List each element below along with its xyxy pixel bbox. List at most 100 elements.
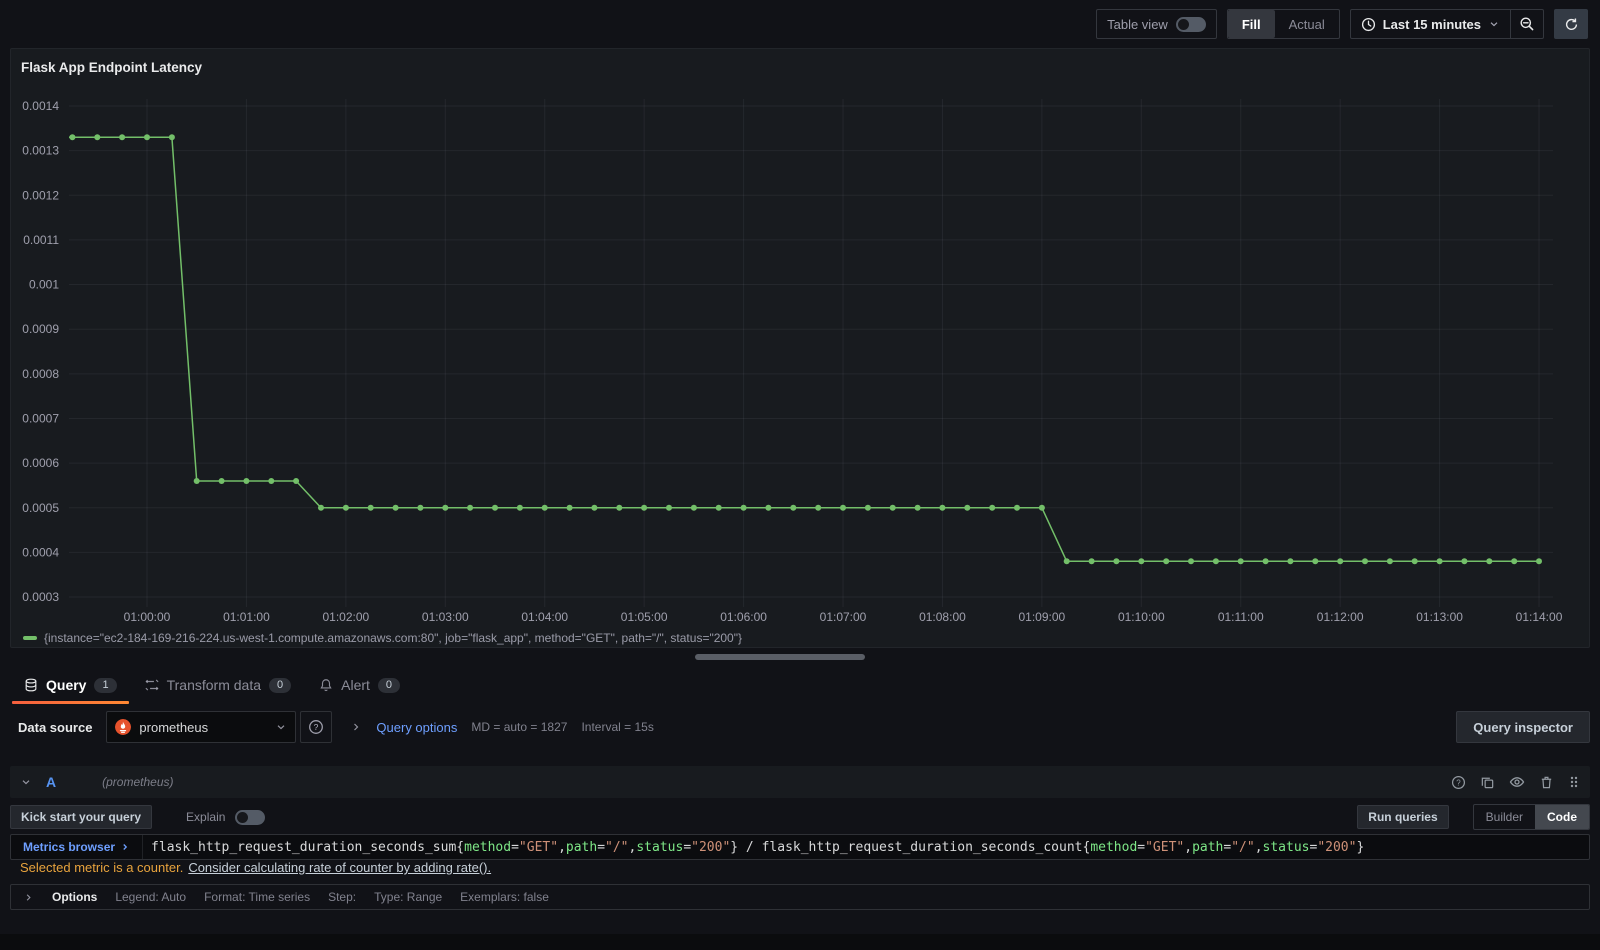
active-tab-underline bbox=[12, 701, 129, 704]
explain-group: Explain bbox=[186, 809, 266, 825]
svg-text:01:14:00: 01:14:00 bbox=[1516, 610, 1563, 624]
options-bar[interactable]: Options Legend: Auto Format: Time series… bbox=[10, 884, 1590, 910]
zoom-out-button[interactable] bbox=[1511, 10, 1543, 38]
builder-button[interactable]: Builder bbox=[1485, 810, 1523, 824]
query-ref-id[interactable]: A bbox=[46, 774, 57, 790]
explain-label: Explain bbox=[186, 810, 226, 824]
metrics-browser-label: Metrics browser bbox=[23, 840, 116, 854]
datasource-label: Data source bbox=[18, 719, 93, 735]
trash-icon bbox=[1541, 776, 1552, 788]
options-label: Options bbox=[52, 890, 98, 904]
tab-transform-badge: 0 bbox=[269, 677, 292, 693]
svg-text:0.0006: 0.0006 bbox=[22, 456, 59, 470]
svg-text:01:07:00: 01:07:00 bbox=[820, 610, 867, 624]
grip-icon bbox=[1570, 776, 1578, 788]
scrollbar-handle[interactable] bbox=[695, 654, 865, 660]
svg-text:01:09:00: 01:09:00 bbox=[1019, 610, 1066, 624]
option-format: Format: Time series bbox=[204, 890, 311, 904]
refresh-button[interactable] bbox=[1554, 9, 1588, 39]
metrics-browser-button[interactable]: Metrics browser bbox=[11, 835, 144, 859]
svg-text:0.0013: 0.0013 bbox=[22, 144, 59, 158]
tab-transform-data[interactable]: Transform data 0 bbox=[131, 668, 306, 702]
kick-start-button[interactable]: Kick start your query bbox=[10, 805, 153, 829]
query-options-md: MD = auto = 1827 bbox=[471, 720, 568, 734]
top-toolbar: Table view Fill Actual Last 15 minutes bbox=[0, 0, 1600, 48]
svg-text:0.0014: 0.0014 bbox=[22, 99, 59, 113]
warning-text: Selected metric is a counter. bbox=[20, 860, 184, 875]
query-options-link[interactable]: Query options bbox=[376, 719, 458, 735]
actual-button[interactable]: Actual bbox=[1288, 16, 1325, 32]
panel-title: Flask App Endpoint Latency bbox=[21, 60, 203, 75]
drag-handle[interactable] bbox=[1568, 775, 1580, 789]
svg-text:?: ? bbox=[1456, 778, 1461, 787]
svg-text:01:00:00: 01:00:00 bbox=[124, 610, 171, 624]
chevron-right-icon bbox=[123, 844, 128, 850]
option-step: Step: bbox=[328, 890, 357, 904]
chevron-right-icon[interactable] bbox=[350, 721, 362, 733]
tab-alert[interactable]: Alert 0 bbox=[305, 668, 414, 702]
promql-editor: Metrics browser flask_http_request_durat… bbox=[10, 834, 1590, 860]
transform-icon bbox=[145, 679, 159, 691]
query-help-button[interactable]: ? bbox=[1451, 775, 1466, 790]
svg-text:0.0012: 0.0012 bbox=[22, 188, 59, 202]
fill-button[interactable]: Fill bbox=[1227, 10, 1275, 38]
editor-tabs: Query 1 Transform data 0 Alert 0 bbox=[10, 668, 414, 704]
timeseries-panel: 0.0014 0.0013 0.0012 0.0011 0.001 0.0009 0.000… bbox=[10, 48, 1590, 648]
tab-query-label: Query bbox=[46, 677, 87, 693]
question-circle-icon: ? bbox=[1451, 775, 1466, 789]
time-range-label: Last 15 minutes bbox=[1382, 16, 1481, 32]
datasource-help-button[interactable]: ? bbox=[300, 711, 333, 743]
query-options-section: Query options MD = auto = 1827 Interval … bbox=[350, 719, 654, 735]
svg-text:01:05:00: 01:05:00 bbox=[621, 610, 668, 624]
run-queries-button[interactable]: Run queries bbox=[1357, 805, 1449, 829]
option-type: Type: Range bbox=[374, 890, 443, 904]
svg-text:0.0011: 0.0011 bbox=[23, 233, 59, 247]
svg-text:01:03:00: 01:03:00 bbox=[422, 610, 469, 624]
tab-query-badge: 1 bbox=[94, 677, 117, 693]
query-options-interval: Interval = 15s bbox=[581, 720, 654, 734]
table-view-label: Table view bbox=[1107, 16, 1168, 32]
latency-chart[interactable]: 0.0014 0.0013 0.0012 0.0011 0.001 0.0009 0.000… bbox=[11, 49, 1591, 629]
eye-icon bbox=[1509, 777, 1525, 787]
query-inspector-button[interactable]: Query inspector bbox=[1456, 711, 1590, 743]
explain-toggle[interactable] bbox=[235, 809, 266, 825]
collapse-chevron-icon[interactable] bbox=[20, 776, 32, 788]
svg-text:01:11:00: 01:11:00 bbox=[1218, 610, 1264, 624]
code-button[interactable]: Code bbox=[1535, 805, 1589, 829]
svg-text:01:13:00: 01:13:00 bbox=[1416, 610, 1463, 624]
svg-text:0.001: 0.001 bbox=[29, 278, 59, 292]
database-icon bbox=[25, 678, 37, 692]
delete-query-button[interactable] bbox=[1539, 775, 1554, 790]
builder-code-switch: Builder Code bbox=[1472, 804, 1590, 830]
chevron-down-icon bbox=[1490, 22, 1498, 27]
svg-text:01:04:00: 01:04:00 bbox=[521, 610, 568, 624]
legend-item[interactable]: {instance="ec2-184-169-216-224.us-west-1… bbox=[23, 631, 742, 645]
svg-text:0.0003: 0.0003 bbox=[22, 590, 59, 604]
query-a-header[interactable]: A (prometheus) ? bbox=[10, 766, 1590, 798]
tab-transform-label: Transform data bbox=[166, 677, 261, 693]
tab-alert-badge: 0 bbox=[377, 677, 401, 693]
tab-query[interactable]: Query 1 bbox=[10, 668, 131, 704]
query-row-actions: ? bbox=[1451, 774, 1580, 790]
refresh-icon bbox=[1565, 18, 1577, 30]
datasource-picker[interactable]: prometheus bbox=[106, 711, 297, 743]
svg-text:01:02:00: 01:02:00 bbox=[323, 610, 370, 624]
svg-text:01:10:00: 01:10:00 bbox=[1118, 610, 1165, 624]
bottom-band bbox=[0, 934, 1600, 950]
divider bbox=[1510, 10, 1511, 38]
chevron-down-icon bbox=[278, 725, 285, 730]
table-view-toggle[interactable] bbox=[1175, 16, 1206, 32]
toggle-visibility-button[interactable] bbox=[1509, 774, 1525, 790]
counter-warning: Selected metric is a counter. Consider ca… bbox=[20, 860, 491, 875]
copy-icon bbox=[1481, 777, 1494, 788]
option-legend: Legend: Auto bbox=[115, 890, 187, 904]
chevron-right-icon[interactable] bbox=[23, 892, 34, 903]
duplicate-query-button[interactable] bbox=[1480, 775, 1495, 790]
svg-text:0.0007: 0.0007 bbox=[22, 411, 59, 425]
add-rate-link[interactable]: Consider calculating rate of counter by … bbox=[188, 860, 492, 875]
promql-query-input[interactable]: flask_http_request_duration_seconds_sum{… bbox=[151, 839, 1365, 855]
prometheus-icon bbox=[115, 719, 132, 735]
bell-icon bbox=[320, 679, 332, 692]
time-range-button[interactable]: Last 15 minutes bbox=[1351, 10, 1510, 38]
